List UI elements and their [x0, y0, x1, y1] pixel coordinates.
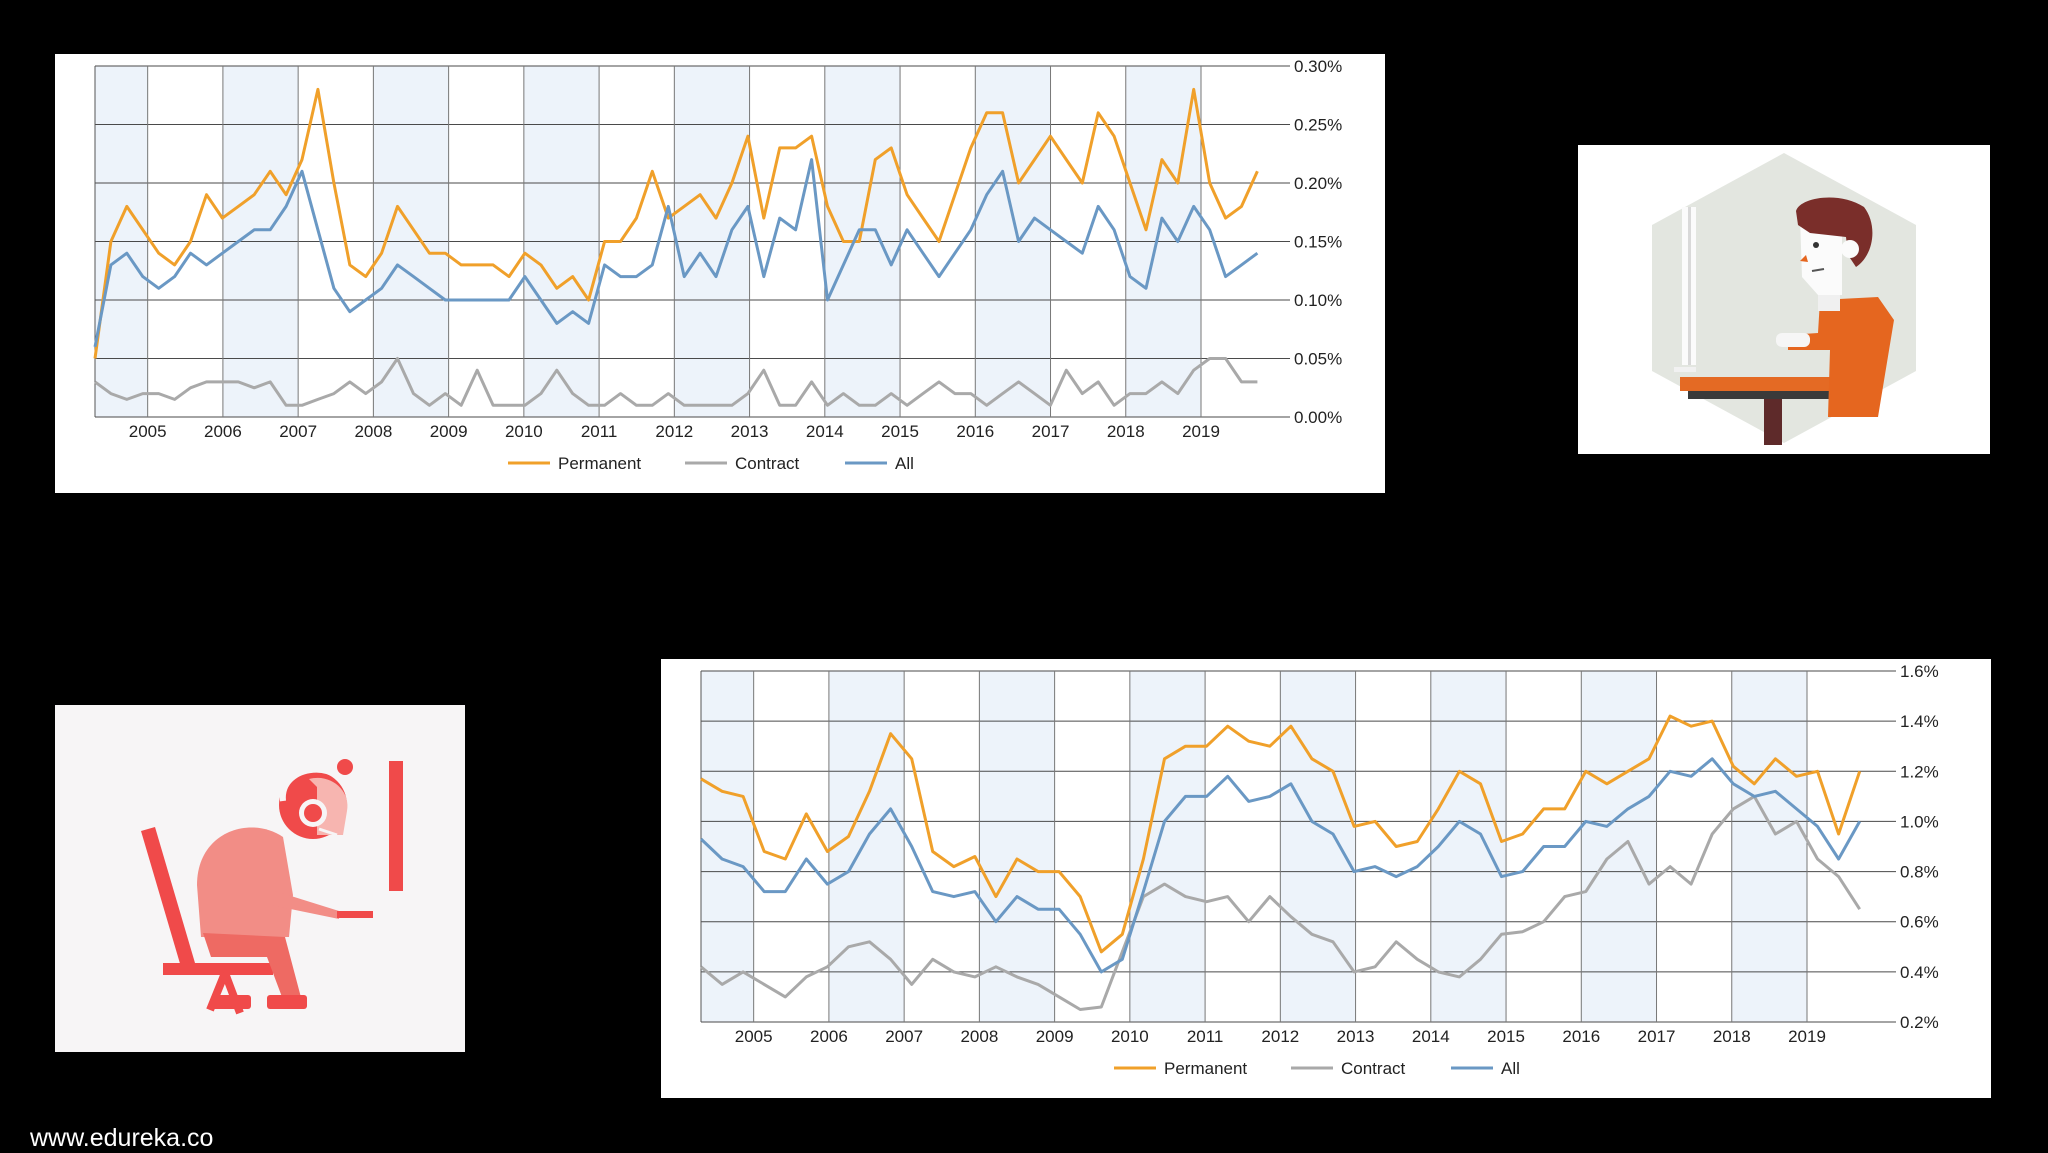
chart1-x-tick-label: 2007	[279, 422, 317, 441]
chart2-x-tick-label: 2014	[1412, 1027, 1450, 1046]
chart2-y-tick-label: 0.6%	[1900, 913, 1939, 932]
chart2-x-tick-label: 2017	[1638, 1027, 1676, 1046]
chart2-x-tick-label: 2019	[1788, 1027, 1826, 1046]
chart1-x-tick-label: 2016	[956, 422, 994, 441]
chart1-y-tick-label: 0.05%	[1294, 350, 1342, 369]
chart2-y-tick-label: 1.0%	[1900, 812, 1939, 831]
chart2-x-tick-label: 2015	[1487, 1027, 1525, 1046]
chart1-x-tick-label: 2006	[204, 422, 242, 441]
chart2-y-tick-label: 0.2%	[1900, 1013, 1939, 1032]
chart1-series-line-permanent	[93, 87, 1259, 359]
chart1-x-tick-label: 2011	[581, 422, 618, 441]
person-at-computer-icon	[1652, 153, 1916, 445]
chart1-series-line-all	[93, 158, 1259, 348]
chart2-legend-label-all: All	[1501, 1059, 1520, 1078]
chart1-x-tick-label: 2018	[1107, 422, 1145, 441]
person-with-headset-icon	[141, 759, 403, 1015]
chart1-y-tick-label: 0.10%	[1294, 291, 1342, 310]
chart2-year-band	[1731, 671, 1807, 1022]
chart2-year-band	[1581, 671, 1657, 1022]
chart1-x-tick-label: 2009	[430, 422, 468, 441]
chart2-x-tick-label: 2009	[1036, 1027, 1074, 1046]
chart1-x-tick-label: 2015	[881, 422, 919, 441]
chart-panel-top: 0.00% 0.05% 0.10% 0.15% 0.20% 0.25% 0.30% 2005 2…	[55, 54, 1385, 493]
line-chart-bottom: 0.2% 0.4% 0.6% 0.8% 1.0% 1.2% 1.4% 1.6% 2005 2006…	[699, 662, 1939, 1078]
footer-url: www.edureka.co	[30, 1124, 214, 1152]
chart1-y-tick-label: 0.25%	[1294, 116, 1342, 135]
chart2-x-tick-label: 2018	[1713, 1027, 1751, 1046]
gamer-with-headset-illustration	[55, 705, 465, 1052]
chart2-year-band	[979, 671, 1055, 1022]
chart2-x-tick-label: 2012	[1261, 1027, 1299, 1046]
chart2-legend-label-contract: Contract	[1341, 1059, 1406, 1078]
chart2-year-band	[828, 671, 905, 1022]
chart2-series-line-permanent	[700, 714, 1862, 954]
chart2-series-line-contract	[700, 794, 1861, 1011]
chart2-x-tick-label: 2016	[1562, 1027, 1600, 1046]
chart2-x-tick-label: 2006	[810, 1027, 848, 1046]
developer-at-desk-illustration	[1578, 145, 1990, 454]
chart1-x-tick-label: 2014	[806, 422, 844, 441]
chart1-legend-label-permanent: Permanent	[558, 454, 641, 473]
chart1-legend-label-contract: Contract	[735, 454, 800, 473]
chart2-x-tick-label: 2008	[960, 1027, 998, 1046]
chart1-x-tick-label: 2010	[505, 422, 543, 441]
chart2-y-tick-label: 0.4%	[1900, 963, 1939, 982]
chart2-series-line-all	[699, 757, 1862, 974]
chart2-x-tick-label: 2007	[885, 1027, 923, 1046]
chart1-y-tick-label: 0.15%	[1294, 233, 1342, 252]
chart2-legend-label-permanent: Permanent	[1164, 1059, 1247, 1078]
chart2-year-band	[1280, 671, 1356, 1022]
chart2-x-tick-label: 2010	[1111, 1027, 1149, 1046]
chart2-x-tick-label: 2011	[1187, 1027, 1224, 1046]
line-chart-top: 0.00% 0.05% 0.10% 0.15% 0.20% 0.25% 0.30% 2005 2…	[93, 57, 1342, 473]
chart1-legend-label-all: All	[895, 454, 914, 473]
chart1-x-tick-label: 2013	[731, 422, 769, 441]
chart1-x-tick-label: 2017	[1032, 422, 1070, 441]
chart2-y-tick-label: 0.8%	[1900, 863, 1939, 882]
chart2-y-tick-label: 1.4%	[1900, 712, 1939, 731]
chart2-x-tick-label: 2005	[735, 1027, 773, 1046]
chart1-y-tick-label: 0.30%	[1294, 57, 1342, 76]
chart2-year-band	[1129, 671, 1206, 1022]
chart2-year-band	[1430, 671, 1507, 1022]
chart1-series-line-contract	[94, 357, 1258, 407]
chart2-y-tick-label: 1.6%	[1900, 662, 1939, 681]
chart1-x-tick-label: 2012	[655, 422, 693, 441]
chart1-y-tick-label: 0.00%	[1294, 408, 1342, 427]
chart1-y-tick-label: 0.20%	[1294, 174, 1342, 193]
chart1-x-tick-label: 2008	[354, 422, 392, 441]
chart1-x-tick-label: 2019	[1182, 422, 1220, 441]
chart-panel-bottom: 0.2% 0.4% 0.6% 0.8% 1.0% 1.2% 1.4% 1.6% 2005 2006…	[661, 659, 1991, 1098]
chart2-y-tick-label: 1.2%	[1900, 762, 1939, 781]
chart1-x-tick-label: 2005	[129, 422, 167, 441]
chart2-x-tick-label: 2013	[1337, 1027, 1375, 1046]
